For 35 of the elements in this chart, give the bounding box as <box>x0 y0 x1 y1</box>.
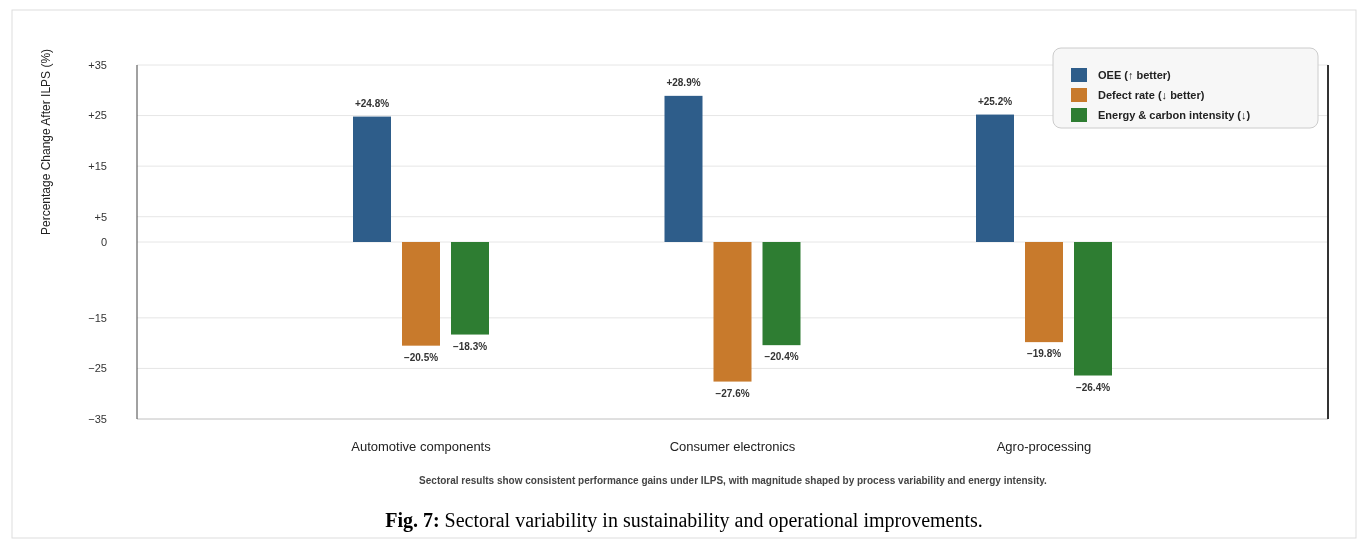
bar <box>402 242 440 346</box>
y-tick-label: −15 <box>88 311 107 324</box>
text: Fig. 7: Sectoral variability in sustainability and operational improvements. <box>385 509 983 532</box>
x-tick-label: Agro-processing <box>996 439 1092 454</box>
data-label: +28.9% <box>666 76 701 88</box>
bar <box>1025 242 1063 343</box>
y-tick-label: 0 <box>100 235 107 248</box>
bar <box>664 95 703 242</box>
data-label: −26.4% <box>1075 381 1111 393</box>
y-tick-label: −35 <box>88 412 107 425</box>
bar <box>976 114 1014 242</box>
x-tick-label: Automotive components <box>351 439 492 454</box>
data-label: −20.4% <box>764 351 799 363</box>
data-label: −27.6% <box>715 387 750 399</box>
data-label: −18.3% <box>452 340 488 352</box>
legend-label: Defect rate (↓ better) <box>1098 88 1205 101</box>
bar <box>762 242 801 346</box>
bar <box>451 242 489 335</box>
legend-label: Energy & carbon intensity (↓) <box>1098 108 1251 121</box>
y-tick-label: +35 <box>88 58 107 71</box>
y-tick-label: +25 <box>88 109 107 122</box>
text: Sectoral results show consistent performance gains under ILPS, with magnitude shaped by process variability and energy intensity. <box>419 475 1048 486</box>
data-label: −20.5% <box>403 351 439 363</box>
data-label: +25.2% <box>977 95 1013 107</box>
bar <box>713 242 752 382</box>
y-tick-label: +5 <box>94 210 107 223</box>
bar <box>353 116 391 242</box>
data-label: −19.8% <box>1026 348 1062 360</box>
y-tick-label: +15 <box>88 159 107 172</box>
y-axis-title: Percentage Change After ILPS (%) <box>39 48 53 236</box>
bar <box>1074 242 1112 376</box>
y-tick-label: −25 <box>88 362 107 375</box>
data-label: +24.8% <box>354 97 390 109</box>
legend-label: OEE (↑ better) <box>1098 68 1172 81</box>
x-tick-label: Consumer electronics <box>669 439 796 454</box>
